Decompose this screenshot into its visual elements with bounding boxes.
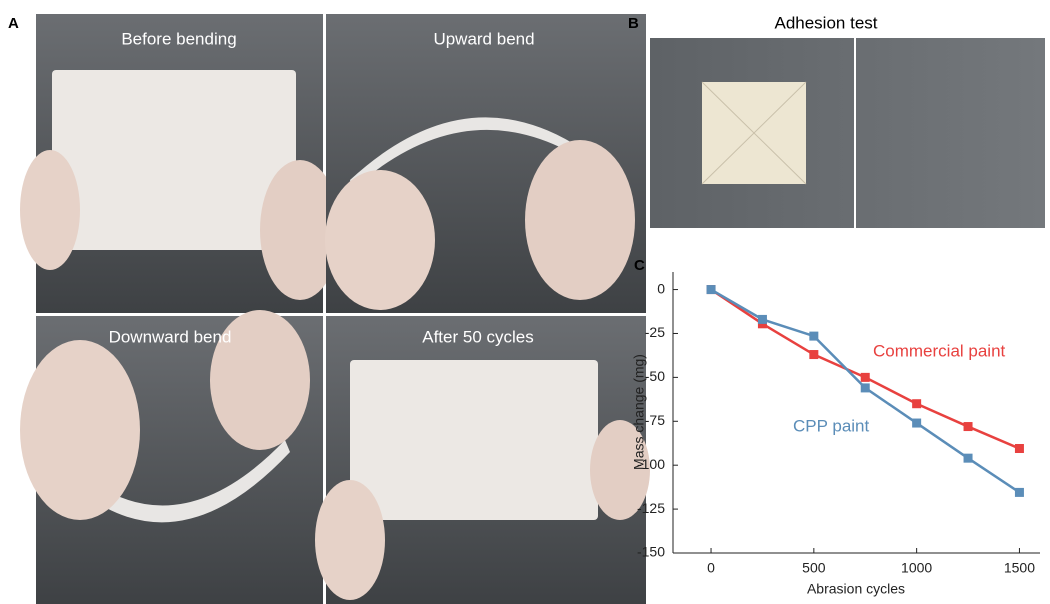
data-point: [964, 422, 973, 431]
data-point: [1015, 444, 1024, 453]
photo: [325, 14, 646, 313]
y-tick-label: -100: [637, 456, 665, 472]
data-point: [809, 332, 818, 341]
photo-caption: After 50 cycles: [422, 327, 534, 346]
photo: [20, 310, 323, 604]
panel-label: A: [8, 15, 19, 32]
y-tick-label: 0: [657, 280, 665, 296]
page: A Before bending Upward bend Downward be…: [0, 0, 1050, 604]
photo-caption: Before bending: [121, 29, 236, 48]
x-axis-label: Abrasion cycles: [807, 581, 905, 597]
photo-caption: Upward bend: [433, 29, 534, 48]
data-point: [1015, 488, 1024, 497]
figure: A Before bending Upward bend Downward be…: [0, 0, 1050, 604]
photo: [315, 316, 650, 604]
x-tick-label: 1500: [1004, 560, 1035, 576]
data-point: [809, 350, 818, 359]
photo: [650, 38, 1045, 228]
data-point: [758, 315, 767, 324]
data-point: [964, 454, 973, 463]
panel-label: B: [628, 15, 639, 32]
x-tick-label: 500: [802, 560, 826, 576]
y-tick-label: -75: [645, 412, 665, 428]
photo: [20, 14, 340, 313]
data-point: [912, 399, 921, 408]
y-tick-label: -25: [645, 324, 665, 340]
y-tick-label: -50: [645, 368, 665, 384]
x-tick-label: 0: [707, 560, 715, 576]
series-label: CPP paint: [793, 416, 870, 435]
data-point: [861, 373, 870, 382]
panel-label: C: [634, 257, 645, 274]
x-tick-label: 1000: [901, 560, 932, 576]
data-point: [912, 419, 921, 428]
photo-caption: Downward bend: [109, 327, 232, 346]
data-point: [861, 383, 870, 392]
series-label: Commercial paint: [873, 341, 1006, 360]
y-tick-label: -150: [637, 544, 665, 560]
panel-title: Adhesion test: [774, 13, 877, 32]
y-tick-label: -125: [637, 500, 665, 516]
data-point: [707, 285, 716, 294]
